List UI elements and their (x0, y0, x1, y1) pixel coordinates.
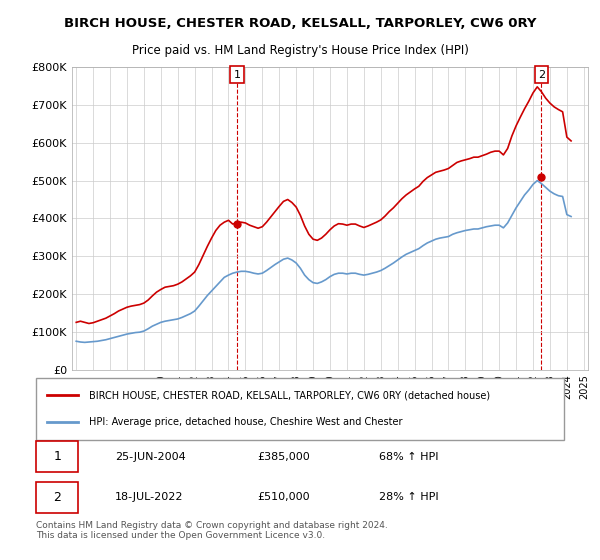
Text: 1: 1 (53, 450, 61, 463)
Text: Price paid vs. HM Land Registry's House Price Index (HPI): Price paid vs. HM Land Registry's House … (131, 44, 469, 57)
Text: 68% ↑ HPI: 68% ↑ HPI (379, 452, 439, 461)
Text: Contains HM Land Registry data © Crown copyright and database right 2024.
This d: Contains HM Land Registry data © Crown c… (36, 521, 388, 540)
Text: 1: 1 (233, 70, 241, 80)
Text: 2: 2 (53, 491, 61, 504)
FancyBboxPatch shape (36, 482, 78, 513)
Text: 25-JUN-2004: 25-JUN-2004 (115, 452, 186, 461)
Text: 2: 2 (538, 70, 545, 80)
Text: £385,000: £385,000 (258, 452, 311, 461)
Text: BIRCH HOUSE, CHESTER ROAD, KELSALL, TARPORLEY, CW6 0RY: BIRCH HOUSE, CHESTER ROAD, KELSALL, TARP… (64, 17, 536, 30)
Text: 18-JUL-2022: 18-JUL-2022 (115, 492, 184, 502)
Text: 28% ↑ HPI: 28% ↑ HPI (379, 492, 439, 502)
Text: BIRCH HOUSE, CHESTER ROAD, KELSALL, TARPORLEY, CW6 0RY (detached house): BIRCH HOUSE, CHESTER ROAD, KELSALL, TARP… (89, 390, 490, 400)
Text: £510,000: £510,000 (258, 492, 310, 502)
FancyBboxPatch shape (36, 441, 78, 472)
FancyBboxPatch shape (36, 378, 564, 440)
Text: HPI: Average price, detached house, Cheshire West and Chester: HPI: Average price, detached house, Ches… (89, 417, 403, 427)
